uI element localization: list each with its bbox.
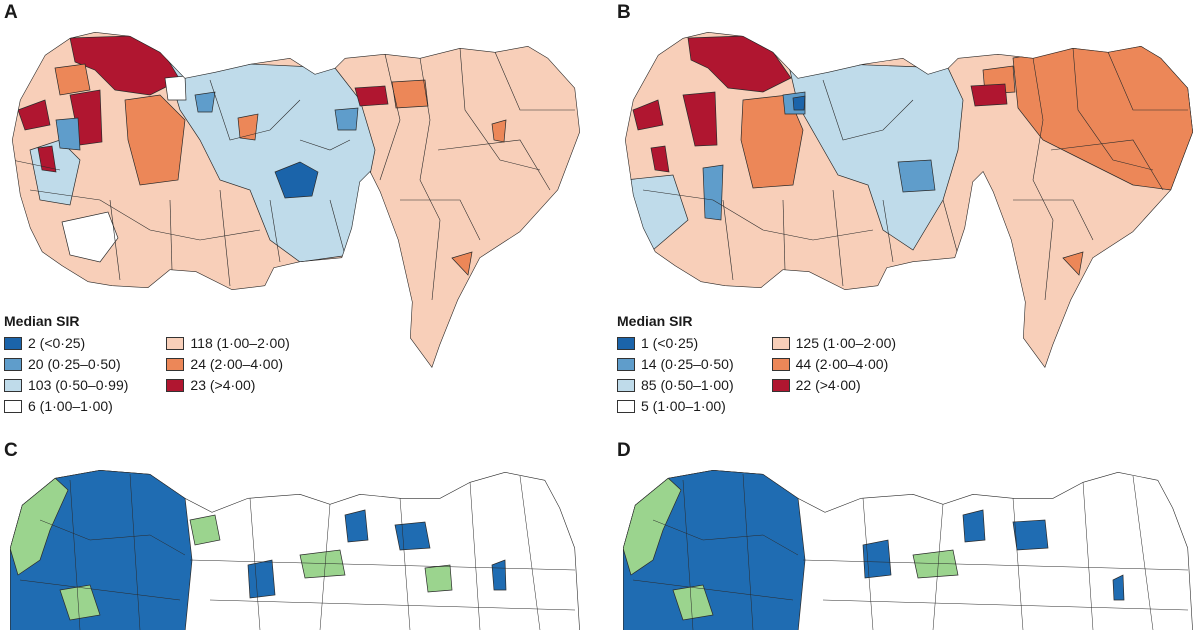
legend-a: Median SIR 2 (<0·25) 20 (0·25–0·50) 103 … xyxy=(4,313,290,415)
legend-item: 5 (1·00–1·00) xyxy=(617,397,734,415)
legend-label: 23 (>4·00) xyxy=(190,377,256,393)
swatch xyxy=(771,357,790,371)
legend-label: 103 (0·50–0·99) xyxy=(28,377,129,393)
region xyxy=(702,164,724,221)
legend-item: 23 (>4·00) xyxy=(166,376,289,394)
region xyxy=(391,79,429,109)
cluster-region xyxy=(59,584,101,621)
legend-title: Median SIR xyxy=(617,313,693,329)
region xyxy=(650,145,670,173)
swatch xyxy=(617,378,635,392)
legend-label: 44 (2·00–4·00) xyxy=(795,356,889,372)
legend-label: 20 (0·25–0·50) xyxy=(28,356,121,372)
legend-label: 6 (1·00–1·00) xyxy=(28,398,113,414)
region xyxy=(17,99,51,131)
swatch xyxy=(771,378,790,392)
cluster-region xyxy=(862,539,892,579)
legend-item: 22 (>4·00) xyxy=(771,376,896,394)
legend-label: 14 (0·25–0·50) xyxy=(641,356,734,372)
region xyxy=(451,251,473,276)
legend-label: 85 (0·50–1·00) xyxy=(641,377,734,393)
cluster-region xyxy=(623,477,682,576)
region xyxy=(897,159,936,193)
map-a xyxy=(12,32,580,368)
panel-label-a: A xyxy=(4,2,18,23)
panel-label-b: B xyxy=(617,2,631,23)
legend-item: 44 (2·00–4·00) xyxy=(771,355,896,373)
region xyxy=(354,85,389,107)
legend-label: 118 (1·00–2·00) xyxy=(190,335,290,351)
cluster-region xyxy=(912,549,959,579)
cluster-region xyxy=(424,564,453,593)
cluster-region xyxy=(1012,519,1049,551)
map-b xyxy=(625,32,1193,368)
region xyxy=(334,107,359,131)
cluster-region xyxy=(394,521,431,551)
swatch xyxy=(4,378,22,392)
region xyxy=(164,75,187,101)
legend-item: 125 (1·00–2·00) xyxy=(771,334,897,352)
legend-label: 22 (>4·00) xyxy=(795,377,861,393)
cluster-region xyxy=(672,584,714,621)
swatch xyxy=(617,399,635,413)
region xyxy=(274,161,319,199)
legend-b: Median SIR 1 (<0·25) 14 (0·25–0·50) 85 (… xyxy=(617,313,896,415)
legend-label: 24 (2·00–4·00) xyxy=(190,356,284,372)
region xyxy=(54,63,91,96)
legend-label: 1 (<0·25) xyxy=(641,335,699,351)
swatch xyxy=(617,336,635,350)
swatch xyxy=(4,336,22,350)
swatch xyxy=(166,378,185,392)
legend-item: 24 (2·00–4·00) xyxy=(166,355,289,373)
map-c xyxy=(10,470,580,630)
legend-title: Median SIR xyxy=(4,313,80,329)
region xyxy=(970,83,1008,107)
cluster-region xyxy=(189,514,221,546)
region xyxy=(1062,251,1084,276)
legend-item: 20 (0·25–0·50) xyxy=(4,355,128,373)
swatch xyxy=(4,357,22,371)
region xyxy=(61,211,119,263)
region xyxy=(632,99,664,131)
cluster-region xyxy=(1112,574,1125,601)
region xyxy=(491,119,507,143)
legend-label: 125 (1·00–2·00) xyxy=(795,335,897,351)
legend-item: 1 (<0·25) xyxy=(617,334,734,352)
region xyxy=(124,94,186,186)
legend-item: 6 (1·00–1·00) xyxy=(4,397,128,415)
legend-item: 2 (<0·25) xyxy=(4,334,128,352)
cluster-region xyxy=(344,509,369,543)
region xyxy=(55,117,81,151)
legend-item: 103 (0·50–0·99) xyxy=(4,376,128,394)
swatch xyxy=(4,399,22,413)
region xyxy=(682,91,718,147)
panel-label-c: C xyxy=(4,440,18,461)
legend-item: 85 (0·50–1·00) xyxy=(617,376,734,394)
legend-item: 14 (0·25–0·50) xyxy=(617,355,734,373)
swatch xyxy=(166,357,185,371)
legend-label: 2 (<0·25) xyxy=(28,335,86,351)
cluster-region xyxy=(247,559,276,599)
swatch xyxy=(771,336,790,350)
panel-label-d: D xyxy=(617,440,631,461)
cluster-region xyxy=(299,549,346,579)
cluster-region xyxy=(10,477,69,576)
swatch xyxy=(166,336,185,350)
region xyxy=(194,91,216,113)
legend-label: 5 (1·00–1·00) xyxy=(641,398,726,414)
cluster-region xyxy=(491,559,507,591)
map-d xyxy=(623,470,1193,630)
region xyxy=(237,113,259,141)
region xyxy=(787,61,964,251)
swatch xyxy=(617,357,635,371)
cluster-region xyxy=(962,509,986,543)
region xyxy=(37,145,57,173)
legend-item: 118 (1·00–2·00) xyxy=(166,334,290,352)
region xyxy=(792,95,806,111)
